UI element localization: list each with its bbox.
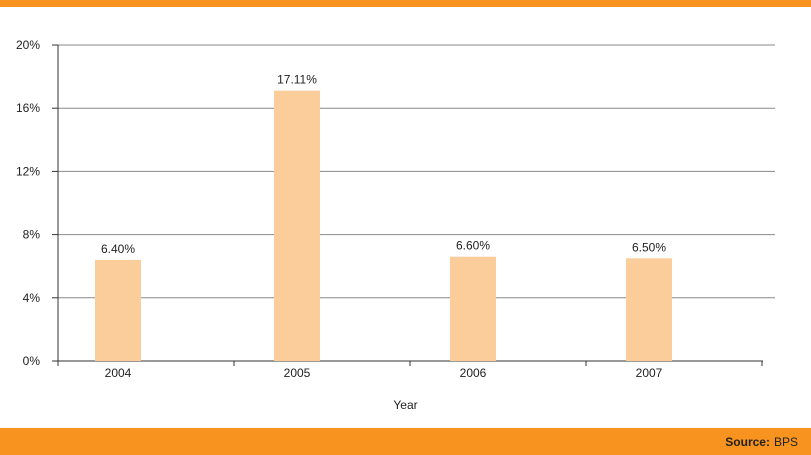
y-tick-label: 0% [23,354,41,368]
y-tick-label: 8% [23,228,41,242]
top-accent-bar [0,0,811,7]
source-label: Source: [725,434,770,449]
x-tick-label: 2006 [460,366,487,380]
bar [274,90,320,362]
y-tick-label: 12% [16,164,40,178]
x-tick-label: 2005 [284,366,311,380]
data-label: 17.11% [277,73,317,87]
bar [450,256,496,361]
data-label: 6.60% [456,239,490,253]
data-label: 6.50% [632,240,666,254]
x-tick-label: 2007 [636,366,663,380]
footer-bar: Source: BPS [0,428,811,455]
bar [95,259,141,361]
bar [626,258,672,361]
x-axis-label: Year [393,398,418,410]
x-tick-label: 2004 [105,366,132,380]
y-tick-label: 16% [16,101,40,115]
source-value: BPS [773,434,798,449]
y-tick-label: 20% [16,38,40,52]
data-label: 6.40% [101,242,135,256]
y-tick-label: 4% [23,291,41,305]
